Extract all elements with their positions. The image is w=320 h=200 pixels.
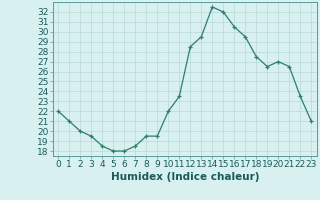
X-axis label: Humidex (Indice chaleur): Humidex (Indice chaleur) bbox=[110, 172, 259, 182]
